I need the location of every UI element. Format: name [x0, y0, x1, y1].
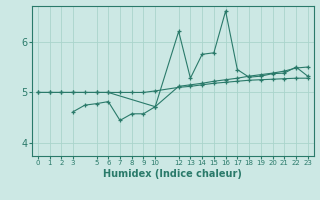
X-axis label: Humidex (Indice chaleur): Humidex (Indice chaleur): [103, 169, 242, 179]
